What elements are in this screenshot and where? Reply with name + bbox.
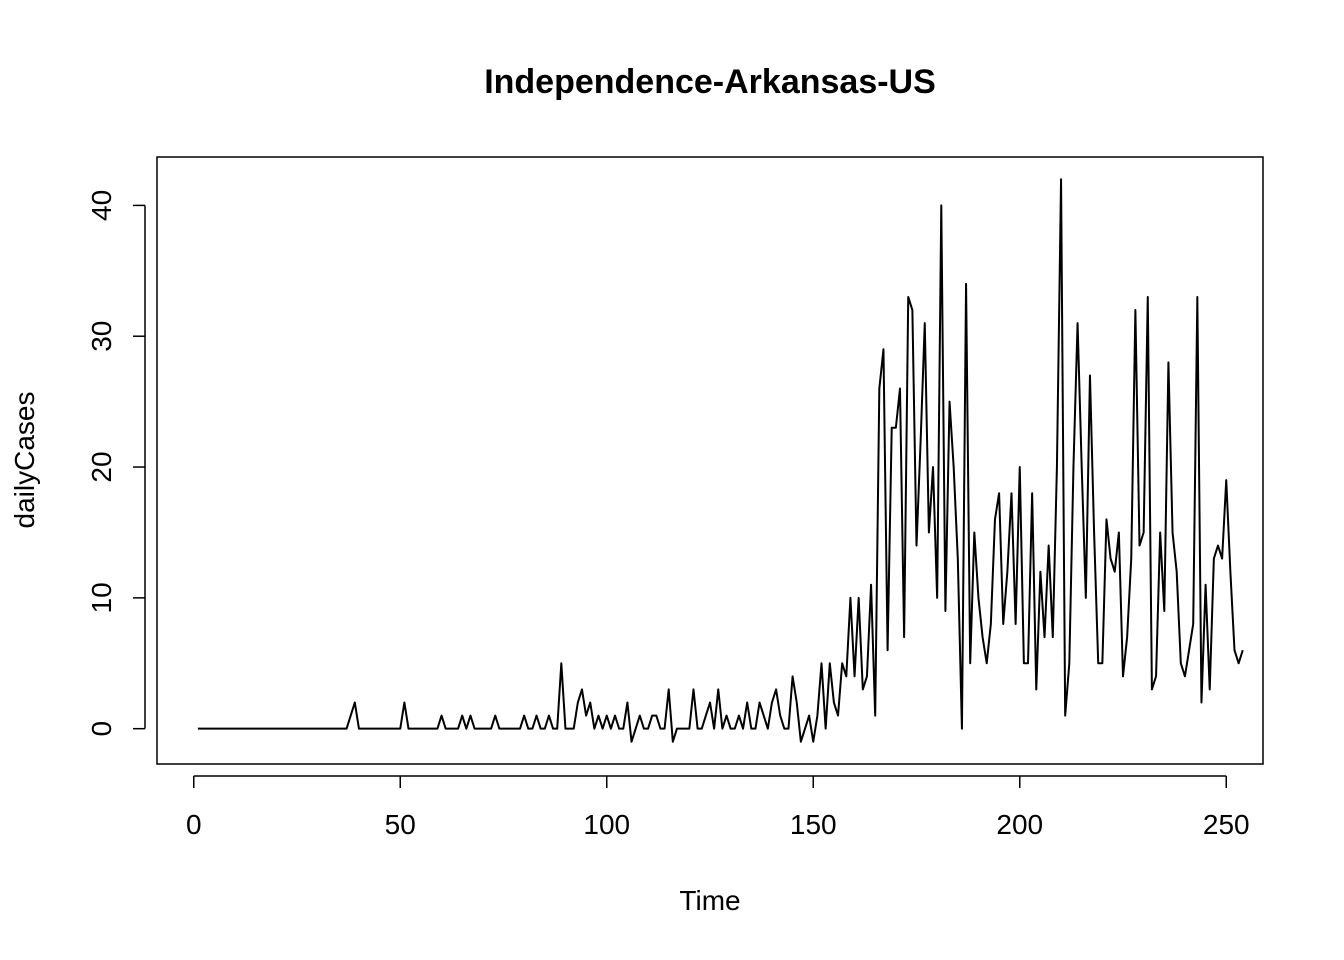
y-tick-label: 30	[86, 321, 117, 352]
y-tick-label: 40	[86, 190, 117, 221]
x-axis-label: Time	[679, 885, 740, 916]
plot-frame	[156, 156, 1264, 765]
x-tick-label: 50	[385, 809, 416, 840]
x-tick-label: 250	[1203, 809, 1250, 840]
chart-title: Independence-Arkansas-US	[484, 63, 936, 101]
x-tick-label: 200	[996, 809, 1043, 840]
y-axis-label: dailyCases	[9, 392, 40, 529]
y-tick-label: 0	[86, 721, 117, 737]
x-tick-label: 0	[186, 809, 202, 840]
y-tick-label: 10	[86, 582, 117, 613]
x-tick-label: 100	[583, 809, 630, 840]
x-tick-label: 150	[790, 809, 837, 840]
series-layer	[197, 178, 1244, 743]
y-axis: 0 10 20 30 40	[86, 190, 146, 737]
x-axis: 0 50 100 150 200 250	[186, 775, 1250, 840]
series-line	[197, 178, 1244, 743]
y-tick-label: 20	[86, 451, 117, 482]
